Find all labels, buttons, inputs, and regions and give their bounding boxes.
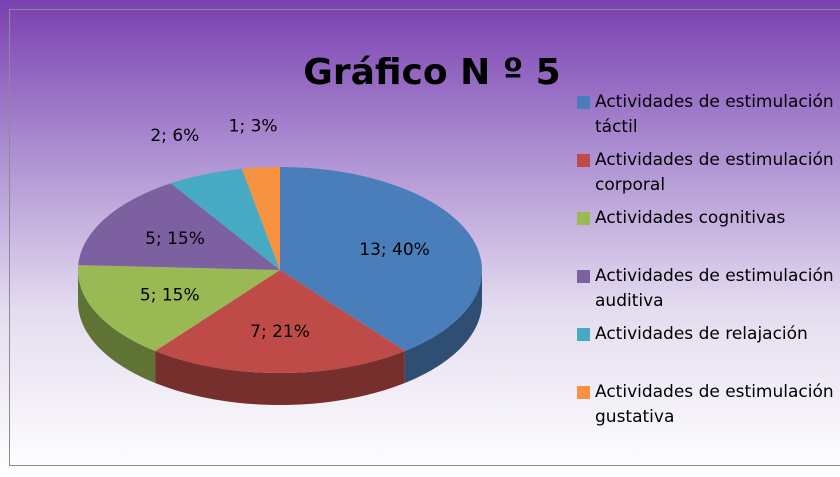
data-label: 13; 40% xyxy=(359,240,430,260)
legend-entry: Actividades de relajación xyxy=(575,322,837,380)
legend: Actividades de estimulación táctil Activi… xyxy=(575,90,837,438)
chart-border xyxy=(9,9,840,466)
legend-label: Actividades de estimulación auditiva xyxy=(595,266,834,311)
legend-label: Actividades de estimulación táctil xyxy=(595,92,834,137)
pie-slice xyxy=(78,265,280,351)
legend-swatch xyxy=(577,386,590,399)
data-label: 5; 15% xyxy=(140,286,200,306)
legend-entry: Actividades de estimulación táctil xyxy=(575,90,837,148)
pie-slice xyxy=(280,167,482,351)
legend-entry: Actividades de estimulación corporal xyxy=(575,148,837,206)
legend-label: Actividades de estimulación corporal xyxy=(595,150,834,195)
legend-swatch xyxy=(577,154,590,167)
pie-slice xyxy=(78,183,281,270)
legend-entry: Actividades de estimulación gustativa xyxy=(575,380,837,438)
data-label: 2; 6% xyxy=(150,126,199,146)
legend-label: Actividades cognitivas xyxy=(595,208,786,228)
pie-slice xyxy=(155,270,405,373)
legend-label: Actividades de estimulación gustativa xyxy=(595,382,834,427)
legend-swatch xyxy=(577,270,590,283)
legend-entry: Actividades cognitivas xyxy=(575,206,837,264)
legend-swatch xyxy=(577,328,590,341)
legend-swatch xyxy=(577,96,590,109)
pie-slice-side xyxy=(155,350,405,405)
legend-label: Actividades de relajación xyxy=(595,324,808,344)
data-label: 1; 3% xyxy=(229,116,278,136)
data-label: 7; 21% xyxy=(250,322,310,342)
pie-slice xyxy=(241,167,280,270)
pie-slice-side xyxy=(78,270,156,383)
pie-slice xyxy=(170,168,280,270)
data-label: 5; 15% xyxy=(145,229,205,249)
legend-entry: Actividades de estimulación auditiva xyxy=(575,264,837,322)
legend-swatch xyxy=(577,212,590,225)
chart-title: Gráfico N º 5 xyxy=(303,52,560,93)
pie-slice-side xyxy=(404,270,482,383)
